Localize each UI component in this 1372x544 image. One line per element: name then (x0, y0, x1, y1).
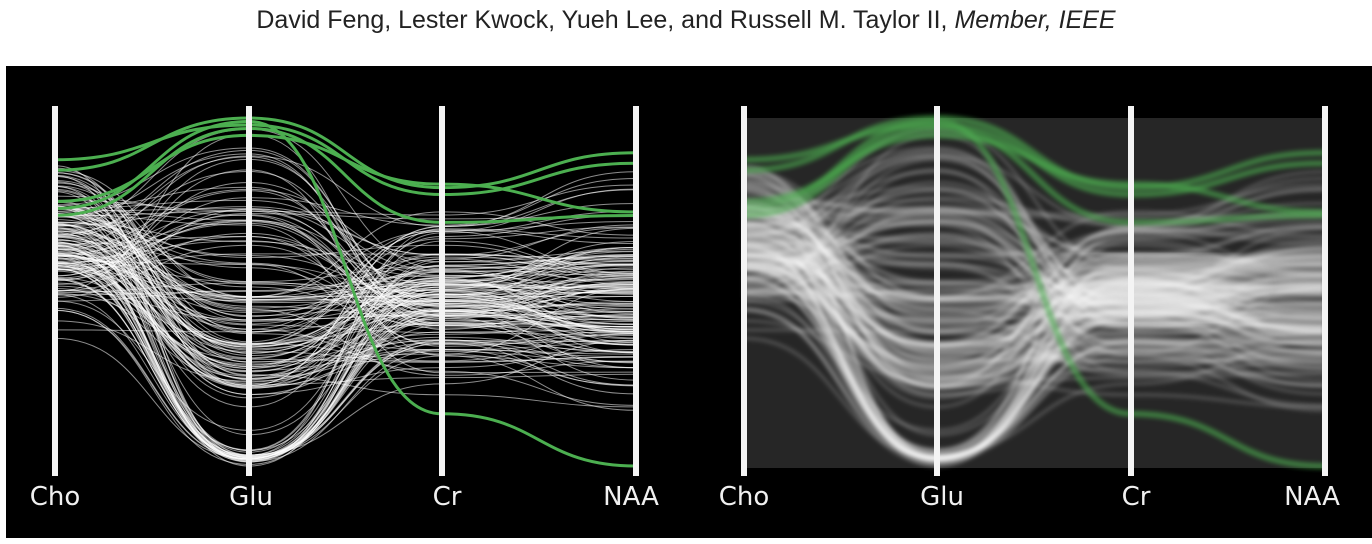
highlighted-polyline (54, 133, 637, 214)
axis-naa[interactable] (1322, 106, 1328, 476)
density-polyline (743, 253, 1326, 337)
data-polyline (54, 224, 637, 463)
density-polyline (743, 229, 1326, 351)
data-polyline (54, 248, 637, 368)
axis-cr[interactable] (1128, 106, 1134, 476)
data-polyline (54, 252, 637, 451)
data-polyline (54, 174, 637, 354)
author-names: David Feng, Lester Kwock, Yueh Lee, and … (256, 6, 948, 34)
data-polyline (54, 206, 637, 381)
highlighted-polyline (54, 119, 637, 468)
data-polyline (54, 261, 637, 386)
density-panel: Cho Glu Cr NAA (686, 66, 1372, 538)
data-polyline (54, 215, 637, 396)
axis-label-naa: NAA (603, 482, 659, 512)
data-polyline (54, 254, 637, 299)
data-polyline (54, 227, 637, 452)
data-polyline (54, 172, 637, 343)
data-polyline (54, 206, 637, 256)
highlighted-polyline (54, 126, 637, 224)
axis-label-cr: Cr (1121, 482, 1151, 512)
data-polyline (54, 236, 637, 308)
axis-naa[interactable] (633, 106, 639, 476)
data-polyline (54, 214, 637, 317)
density-plot (743, 114, 1326, 469)
density-polyline (743, 250, 1326, 322)
data-polyline (54, 221, 637, 278)
data-polyline (54, 205, 637, 436)
data-polyline (54, 155, 637, 248)
data-polyline (54, 170, 637, 298)
axis-label-cho: Cho (718, 482, 770, 512)
density-polyline (743, 180, 1326, 364)
data-polyline (54, 188, 637, 346)
polyline-plot (54, 116, 637, 468)
data-polyline (54, 219, 637, 313)
polyline-panel: Cho Glu Cr NAA (6, 66, 686, 538)
data-polyline (54, 245, 637, 388)
data-polyline (54, 255, 637, 431)
axis-cho[interactable] (52, 106, 58, 476)
density-highlight (743, 114, 1326, 469)
axis-label-cho: Cho (29, 482, 81, 512)
axis-cho[interactable] (741, 106, 747, 476)
data-polyline (54, 230, 637, 350)
density-polyline (743, 226, 1326, 453)
axis-glu[interactable] (934, 106, 940, 476)
membership-label: Member, IEEE (954, 6, 1116, 34)
data-polyline (54, 293, 637, 458)
density-polyline (743, 207, 1326, 331)
data-polyline (54, 222, 637, 395)
context-lines (54, 128, 637, 467)
data-polyline (54, 241, 637, 463)
axis-label-cr: Cr (432, 482, 462, 512)
data-polyline (54, 208, 637, 330)
data-polyline (54, 181, 637, 363)
data-polyline (54, 263, 637, 372)
data-polyline (54, 268, 637, 331)
density-polyline (743, 267, 1326, 332)
data-polyline (54, 251, 637, 321)
data-polyline (54, 254, 637, 406)
data-polyline (54, 250, 637, 347)
axis-cr[interactable] (439, 106, 445, 476)
axis-label-glu: Glu (229, 482, 273, 512)
data-polyline (54, 243, 637, 348)
density-polyline (743, 263, 1326, 458)
data-polyline (54, 199, 637, 315)
data-polyline (54, 200, 637, 357)
density-hotspot (1066, 266, 1246, 310)
data-polyline (54, 220, 637, 353)
data-polyline (54, 227, 637, 301)
data-polyline (54, 221, 637, 298)
data-polyline (54, 277, 637, 383)
data-polyline (54, 230, 637, 334)
data-polyline (54, 207, 637, 288)
data-polyline (54, 253, 637, 333)
density-polyline (743, 223, 1326, 464)
data-polyline (54, 285, 637, 362)
data-polyline (54, 234, 637, 386)
axis-label-naa: NAA (1284, 482, 1340, 512)
highlighted-density-line (743, 125, 1326, 226)
author-line: David Feng, Lester Kwock, Yueh Lee, and … (0, 4, 1372, 36)
density-polyline (743, 229, 1326, 335)
highlighted-density-line (743, 118, 1326, 469)
data-polyline (54, 234, 637, 321)
data-polyline (54, 254, 637, 336)
data-polyline (54, 213, 637, 281)
data-polyline (54, 199, 637, 301)
axis-glu[interactable] (246, 106, 252, 476)
density-polyline (743, 221, 1326, 396)
axis-label-glu: Glu (920, 482, 964, 512)
data-polyline (54, 149, 637, 305)
figure: Cho Glu Cr NAA Cho Glu Cr NAA (6, 66, 1372, 538)
data-polyline (54, 264, 637, 457)
